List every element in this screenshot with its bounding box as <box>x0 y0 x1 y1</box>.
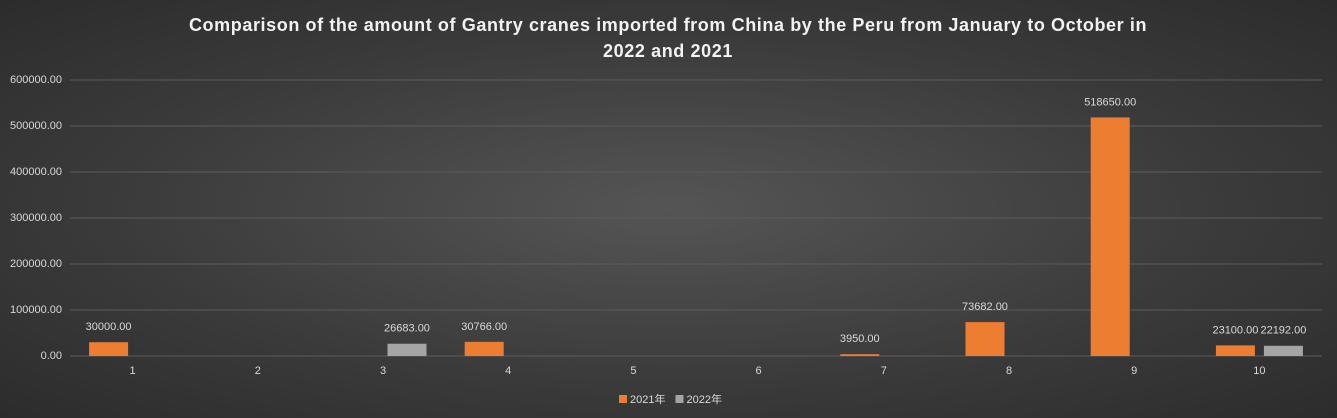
x-tick-label: 10 <box>1253 365 1265 377</box>
bar <box>387 343 427 356</box>
x-tick-label: 3 <box>380 365 386 377</box>
y-tick-label: 500000.00 <box>10 120 62 132</box>
data-label: 30000.00 <box>86 321 132 333</box>
x-tick-label: 6 <box>756 365 762 377</box>
x-tick-label: 7 <box>881 365 887 377</box>
data-label: 30766.00 <box>461 321 507 333</box>
chart-title: Comparison of the amount of Gantry crane… <box>188 15 1148 61</box>
bar <box>1263 345 1303 356</box>
x-tick-label: 4 <box>505 365 511 377</box>
x-tick-label: 1 <box>130 365 136 377</box>
x-tick-label: 5 <box>630 365 636 377</box>
y-tick-label: 100000.00 <box>10 304 62 316</box>
legend-label: 2022年 <box>686 392 721 406</box>
y-tick-label: 600000.00 <box>10 74 62 86</box>
bar <box>1215 345 1255 356</box>
data-label: 73682.00 <box>962 301 1008 313</box>
x-tick-label: 2 <box>255 365 261 377</box>
data-label: 22192.00 <box>1260 325 1306 337</box>
bar <box>965 322 1005 356</box>
data-label: 26683.00 <box>384 323 430 335</box>
y-tick-label: 400000.00 <box>10 166 62 178</box>
data-label: 3950.00 <box>840 333 880 345</box>
legend-label: 2021年 <box>630 392 665 406</box>
y-tick-label: 300000.00 <box>10 212 62 224</box>
y-tick-label: 0.00 <box>41 350 62 362</box>
legend-swatch <box>619 395 627 403</box>
bar <box>1090 117 1130 357</box>
bar <box>464 341 504 356</box>
y-tick-label: 200000.00 <box>10 258 62 270</box>
x-tick-label: 9 <box>1131 365 1137 377</box>
data-label: 23100.00 <box>1212 324 1258 336</box>
legend-swatch <box>675 395 684 403</box>
bar <box>840 354 880 356</box>
bar <box>89 342 129 356</box>
x-tick-label: 8 <box>1006 365 1012 377</box>
data-label: 518650.00 <box>1084 96 1136 108</box>
